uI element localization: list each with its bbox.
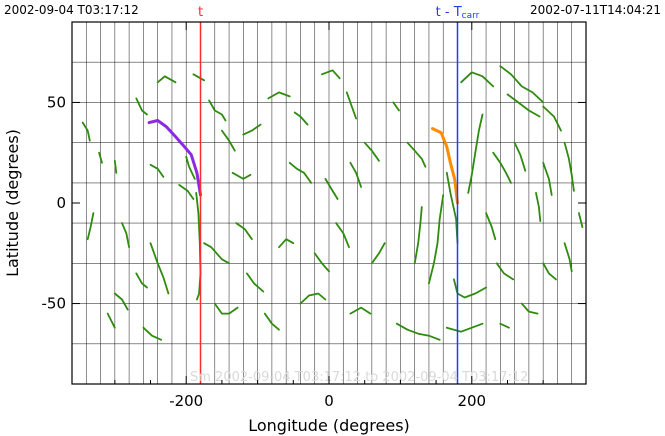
- filament-segment: [113, 159, 118, 174]
- x-tick-label: 200: [457, 392, 486, 410]
- filament-segment: [313, 252, 330, 273]
- carrington-markers: t t - Tcarr: [198, 5, 480, 384]
- filament-segment: [452, 278, 488, 299]
- filaments: [81, 65, 584, 341]
- filament-segment: [245, 272, 265, 293]
- filament-segment: [220, 129, 236, 152]
- filament-segment: [324, 177, 339, 200]
- filament-segment: [263, 312, 280, 331]
- filament-segment: [185, 155, 196, 180]
- filament-segment: [395, 322, 441, 341]
- filament-segment: [192, 73, 206, 82]
- filament-segment: [149, 242, 170, 295]
- filament-segment: [135, 272, 148, 289]
- filament-segment: [499, 65, 545, 104]
- axes: -200 0 200 -50 0 50: [42, 22, 586, 410]
- filament-segment: [288, 161, 313, 184]
- filament-segment: [178, 183, 195, 200]
- filament-segment: [235, 222, 253, 241]
- marker-label-t: t: [198, 5, 203, 20]
- filament-segment: [98, 151, 103, 164]
- filament-segment: [535, 191, 542, 223]
- filament-segment: [492, 151, 512, 184]
- filament-segment: [299, 292, 327, 305]
- filament-segment: [563, 141, 575, 192]
- filament-segment: [506, 93, 541, 118]
- filament-segment: [335, 222, 350, 249]
- filament-segment: [445, 322, 484, 333]
- filament-segment: [513, 141, 527, 172]
- filament-segment: [578, 212, 584, 229]
- header-right-timestamp: 2002-07-11T14:04:21: [530, 3, 661, 17]
- filament-segment: [427, 194, 445, 285]
- filament-segment: [413, 206, 423, 265]
- filament-segment: [520, 302, 539, 315]
- y-tick-label: -50: [42, 295, 67, 313]
- filament-segment: [363, 141, 380, 162]
- filament-segment: [349, 306, 372, 315]
- filament-segment: [156, 75, 177, 84]
- filament-segment: [86, 212, 95, 241]
- filament-segment: [267, 91, 291, 100]
- filament-segment: [392, 101, 400, 112]
- filament-segment: [81, 121, 91, 142]
- y-axis-title: Latitude (degrees): [3, 129, 22, 277]
- filament-segment: [106, 312, 116, 329]
- filament-segment: [293, 111, 309, 126]
- filament-segment: [320, 69, 341, 80]
- x-axis-title: Longitude (degrees): [248, 416, 410, 435]
- filament-segment: [121, 222, 131, 249]
- header-left-timestamp: 2002-09-04 T03:17:12: [4, 3, 139, 17]
- filament-segment: [135, 97, 148, 116]
- x-tick-label: 0: [324, 392, 334, 410]
- filament-segment: [231, 171, 252, 180]
- filament-segment: [242, 123, 262, 136]
- x-tick-label: -200: [169, 392, 203, 410]
- filament-segment: [208, 99, 227, 122]
- marker-label-t-minus-tcarr: t - Tcarr: [436, 5, 480, 21]
- y-tick-label: 0: [56, 194, 66, 212]
- filament-segment: [203, 242, 231, 265]
- filament-segment: [542, 105, 562, 132]
- filament-segment: [467, 113, 484, 194]
- filament-segment: [495, 262, 515, 281]
- faint-caption: Sm 2002-09-04 T03:17:12 to 2002-09-04 T0…: [190, 370, 528, 385]
- filament-segment: [542, 161, 553, 196]
- filament-segment: [149, 163, 165, 178]
- filament-segment: [499, 322, 510, 329]
- filament-segment: [213, 302, 239, 315]
- highlight-track: [147, 119, 202, 197]
- filament-segment: [113, 292, 129, 311]
- filament-segment: [485, 212, 497, 241]
- filament-segment: [460, 71, 495, 88]
- filament-segment: [142, 326, 163, 341]
- filament-segment: [542, 262, 557, 281]
- filament-segment: [349, 161, 363, 188]
- filament-segment: [278, 238, 295, 249]
- highlight-track: [431, 127, 459, 205]
- filament-segment: [563, 242, 573, 273]
- y-tick-label: 50: [47, 93, 66, 111]
- highlight-tracks: [147, 119, 459, 205]
- filament-segment: [345, 91, 358, 120]
- filament-segment: [370, 242, 386, 265]
- filament-segment: [406, 141, 427, 168]
